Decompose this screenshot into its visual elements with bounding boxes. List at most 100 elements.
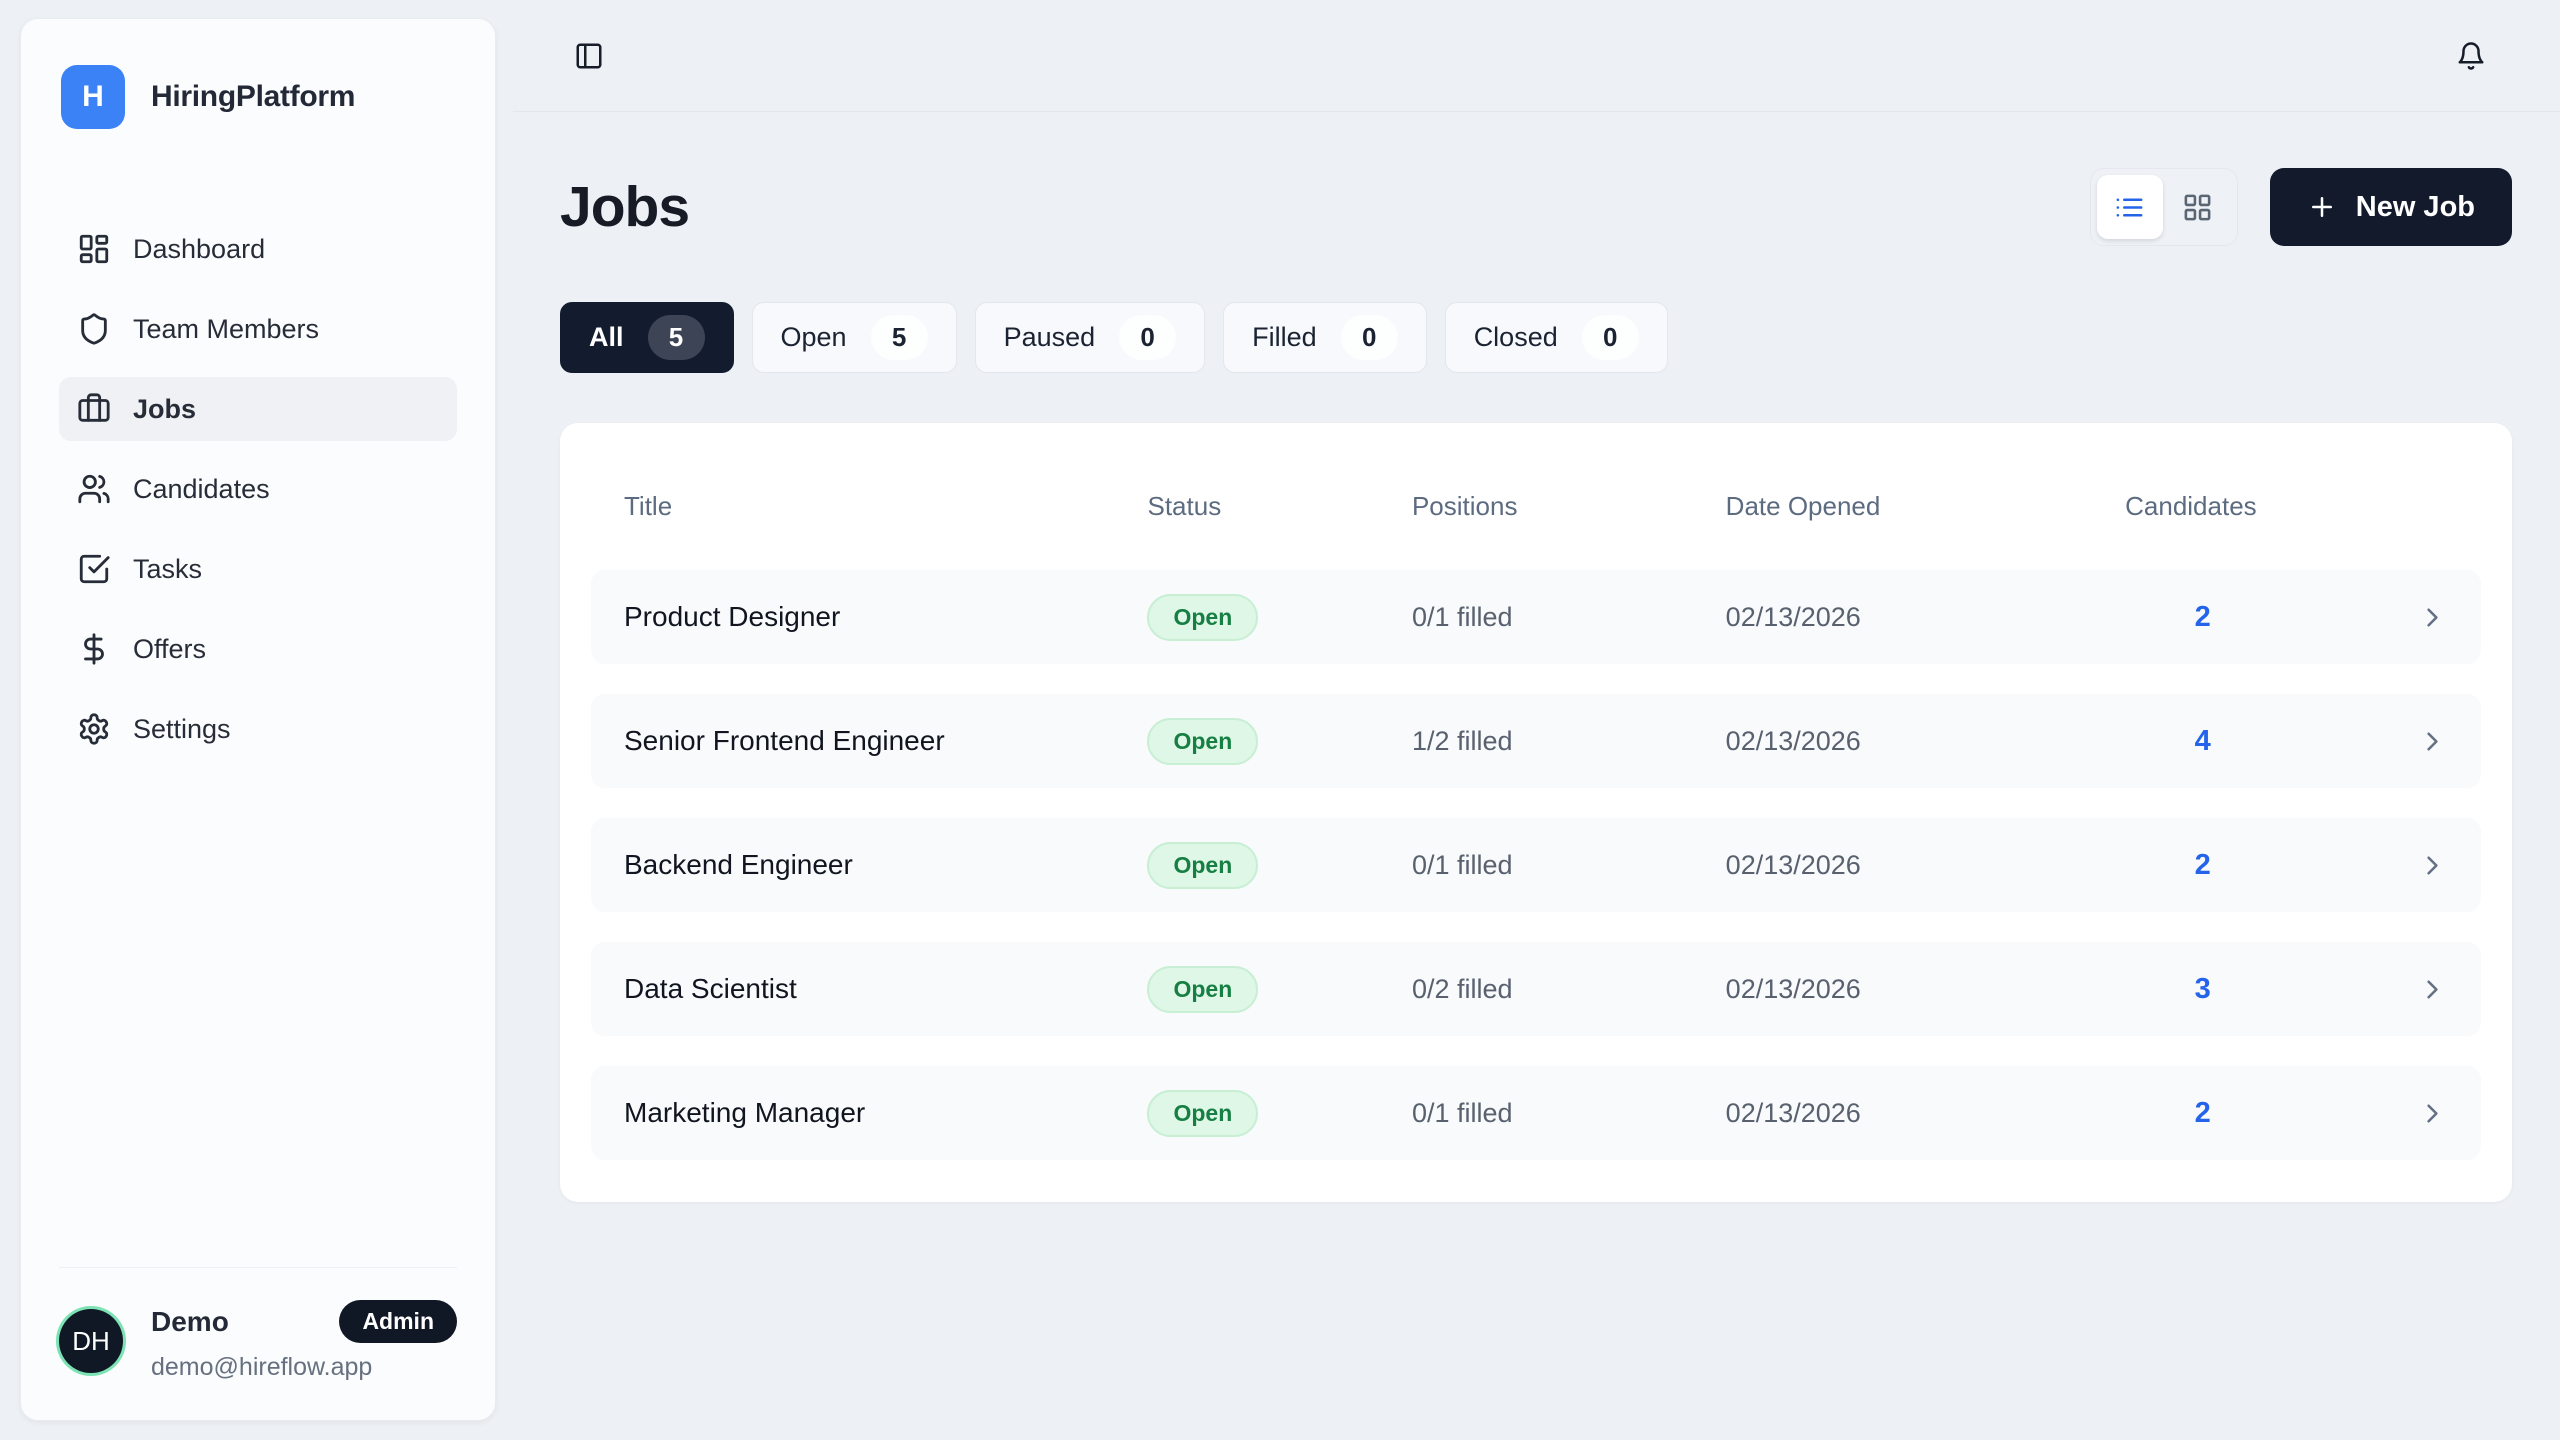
table-row[interactable]: Marketing Manager Open 0/1 filled 02/13/…	[591, 1066, 2481, 1160]
candidates-count: 3	[2194, 972, 2211, 1005]
brand-logo: H	[61, 65, 125, 129]
view-toggle	[2089, 168, 2238, 246]
bell-icon	[2456, 41, 2486, 71]
sidebar-nav: Dashboard Team Members Jobs Candidates T…	[59, 217, 457, 761]
brand-name: HiringPlatform	[151, 80, 356, 113]
job-title-cell: Product Designer	[624, 601, 841, 632]
filter-tab-paused[interactable]: Paused 0	[974, 302, 1206, 373]
panel-left-icon	[574, 41, 604, 71]
column-header-candidates: Candidates	[2125, 491, 2257, 521]
filter-tab-count: 0	[1119, 315, 1177, 360]
date-opened-cell: 02/13/2026	[1725, 1097, 1861, 1128]
date-opened-cell: 02/13/2026	[1725, 973, 1861, 1004]
status-badge: Open	[1147, 593, 1259, 641]
sidebar-item-label: Tasks	[133, 553, 203, 584]
positions-cell: 0/1 filled	[1411, 849, 1513, 880]
sidebar-item-offers[interactable]: Offers	[59, 617, 457, 681]
sidebar-item-tasks[interactable]: Tasks	[59, 537, 457, 601]
filter-tab-open[interactable]: Open 5	[751, 302, 957, 373]
column-header-title: Title	[624, 491, 673, 521]
sidebar-item-label: Offers	[133, 633, 207, 664]
candidates-count: 2	[2194, 1096, 2211, 1129]
avatar-initials: DH	[72, 1325, 110, 1356]
notifications-button[interactable]	[2456, 41, 2486, 71]
job-title-cell: Data Scientist	[624, 973, 797, 1004]
positions-cell: 0/2 filled	[1411, 973, 1513, 1004]
date-opened-cell: 02/13/2026	[1725, 849, 1861, 880]
filter-tab-all[interactable]: All 5	[560, 302, 734, 373]
filter-tab-count: 5	[870, 315, 928, 360]
date-opened-cell: 02/13/2026	[1725, 725, 1861, 756]
sidebar-item-label: Team Members	[133, 313, 320, 344]
shield-icon	[77, 312, 111, 346]
role-badge: Admin	[339, 1300, 457, 1343]
filter-tab-label: All	[589, 322, 624, 352]
job-title-cell: Senior Frontend Engineer	[624, 725, 945, 756]
filter-tab-label: Paused	[1003, 322, 1096, 352]
brand-logo-letter: H	[82, 80, 104, 113]
filter-tab-closed[interactable]: Closed 0	[1444, 302, 1668, 373]
sidebar-item-label: Settings	[133, 713, 231, 744]
chevron-right-icon[interactable]	[2417, 974, 2448, 1005]
table-row[interactable]: Product Designer Open 0/1 filled 02/13/2…	[591, 570, 2481, 664]
table-header-row: Title Status Positions Date Opened Candi…	[591, 423, 2481, 570]
user-email: demo@hireflow.app	[151, 1353, 373, 1381]
status-badge: Open	[1147, 965, 1259, 1013]
grid-view-icon	[2182, 192, 2213, 223]
chevron-right-icon[interactable]	[2417, 850, 2448, 881]
briefcase-icon	[77, 392, 111, 426]
sidebar-toggle-button[interactable]	[574, 41, 604, 71]
plus-icon	[2307, 192, 2337, 222]
candidates-count: 2	[2194, 848, 2211, 881]
chevron-right-icon[interactable]	[2417, 602, 2448, 633]
filter-tab-label: Filled	[1252, 322, 1317, 352]
status-badge: Open	[1147, 841, 1259, 889]
jobs-table: Title Status Positions Date Opened Candi…	[560, 423, 2512, 1202]
table-row[interactable]: Data Scientist Open 0/2 filled 02/13/202…	[591, 942, 2481, 1036]
positions-cell: 0/1 filled	[1411, 1097, 1513, 1128]
new-job-button[interactable]: New Job	[2269, 168, 2512, 246]
chevron-right-icon[interactable]	[2417, 726, 2448, 757]
table-body: Product Designer Open 0/1 filled 02/13/2…	[591, 570, 2481, 1160]
status-filter-tabs: All 5 Open 5 Paused 0 Filled 0 Closed 0	[560, 302, 2512, 373]
date-opened-cell: 02/13/2026	[1725, 601, 1861, 632]
status-badge: Open	[1147, 717, 1259, 765]
dollar-icon	[77, 632, 111, 666]
page-title: Jobs	[560, 175, 690, 239]
brand: H HiringPlatform	[59, 55, 457, 139]
positions-cell: 1/2 filled	[1411, 725, 1513, 756]
column-header-positions: Positions	[1411, 491, 1518, 521]
status-badge: Open	[1147, 1089, 1259, 1137]
user-name: Demo	[151, 1305, 229, 1337]
job-title-cell: Marketing Manager	[624, 1097, 866, 1128]
sidebar-item-label: Jobs	[133, 393, 197, 424]
sidebar: H HiringPlatform Dashboard Team Members …	[20, 18, 496, 1421]
avatar: DH	[59, 1309, 123, 1373]
column-header-date: Date Opened	[1725, 491, 1881, 521]
column-header-status: Status	[1147, 491, 1222, 521]
gear-icon	[77, 712, 111, 746]
candidates-count: 4	[2194, 724, 2211, 757]
filter-tab-count: 0	[1581, 315, 1639, 360]
sidebar-item-label: Candidates	[133, 473, 270, 504]
sidebar-item-candidates[interactable]: Candidates	[59, 457, 457, 521]
positions-cell: 0/1 filled	[1411, 601, 1513, 632]
table-row[interactable]: Backend Engineer Open 0/1 filled 02/13/2…	[591, 818, 2481, 912]
list-view-icon	[2114, 192, 2145, 223]
sidebar-item-team-members[interactable]: Team Members	[59, 297, 457, 361]
filter-tab-filled[interactable]: Filled 0	[1223, 302, 1427, 373]
sidebar-item-settings[interactable]: Settings	[59, 697, 457, 761]
sidebar-item-label: Dashboard	[133, 233, 266, 264]
sidebar-item-jobs[interactable]: Jobs	[59, 377, 457, 441]
sidebar-item-dashboard[interactable]: Dashboard	[59, 217, 457, 281]
table-row[interactable]: Senior Frontend Engineer Open 1/2 filled…	[591, 694, 2481, 788]
grid-view-button[interactable]	[2165, 175, 2231, 239]
user-profile: DH Demo Admin demo@hireflow.app	[59, 1267, 457, 1382]
users-icon	[77, 472, 111, 506]
chevron-right-icon[interactable]	[2417, 1098, 2448, 1129]
filter-tab-count: 5	[647, 315, 705, 360]
dashboard-icon	[77, 232, 111, 266]
list-view-button[interactable]	[2096, 175, 2163, 239]
topbar	[513, 0, 2560, 112]
candidates-count: 2	[2194, 600, 2211, 633]
